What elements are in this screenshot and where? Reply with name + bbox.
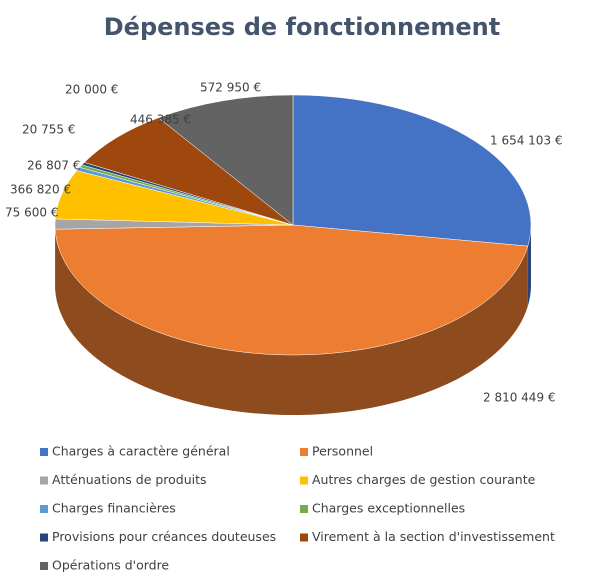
data-label: 572 950 €: [200, 81, 261, 95]
data-label: 1 654 103 €: [490, 134, 563, 148]
data-label: 20 000 €: [65, 83, 118, 97]
slice-side: [55, 229, 528, 415]
legend-swatch: [40, 505, 48, 513]
legend-label: Provisions pour créances douteuses: [52, 529, 276, 544]
data-label: 75 600 €: [5, 206, 58, 220]
legend-label: Charges financières: [52, 501, 176, 516]
legend-swatch: [40, 562, 48, 570]
chart-title: Dépenses de fonctionnement: [104, 13, 500, 41]
legend-label: Opérations d'ordre: [52, 558, 169, 573]
legend-swatch: [300, 476, 308, 485]
slice: [54, 224, 529, 356]
legend-label: Autres charges de gestion courante: [312, 472, 536, 487]
legend-swatch: [40, 533, 48, 542]
legend-label: Personnel: [312, 444, 373, 459]
data-label: 446 385 €: [130, 113, 191, 127]
legend-label: Charges exceptionnelles: [312, 501, 465, 516]
slice: [157, 94, 294, 226]
legend-label: Atténuations de produits: [52, 472, 207, 487]
legend-label: Virement à la section d'investissement: [312, 529, 555, 544]
legend-swatch: [40, 476, 48, 485]
slice-side: [527, 225, 531, 307]
data-label: 20 755 €: [22, 123, 75, 137]
slice: [292, 94, 532, 247]
slice: [83, 117, 294, 226]
data-label: 2 810 449 €: [483, 391, 556, 405]
legend-swatch: [300, 505, 308, 513]
data-label: 366 820 €: [10, 183, 71, 197]
legend-label: Charges à caractère général: [52, 444, 230, 459]
data-label: 26 807 €: [27, 159, 80, 173]
legend-swatch: [40, 448, 48, 456]
legend-swatch: [300, 533, 308, 542]
legend-swatch: [300, 448, 308, 456]
